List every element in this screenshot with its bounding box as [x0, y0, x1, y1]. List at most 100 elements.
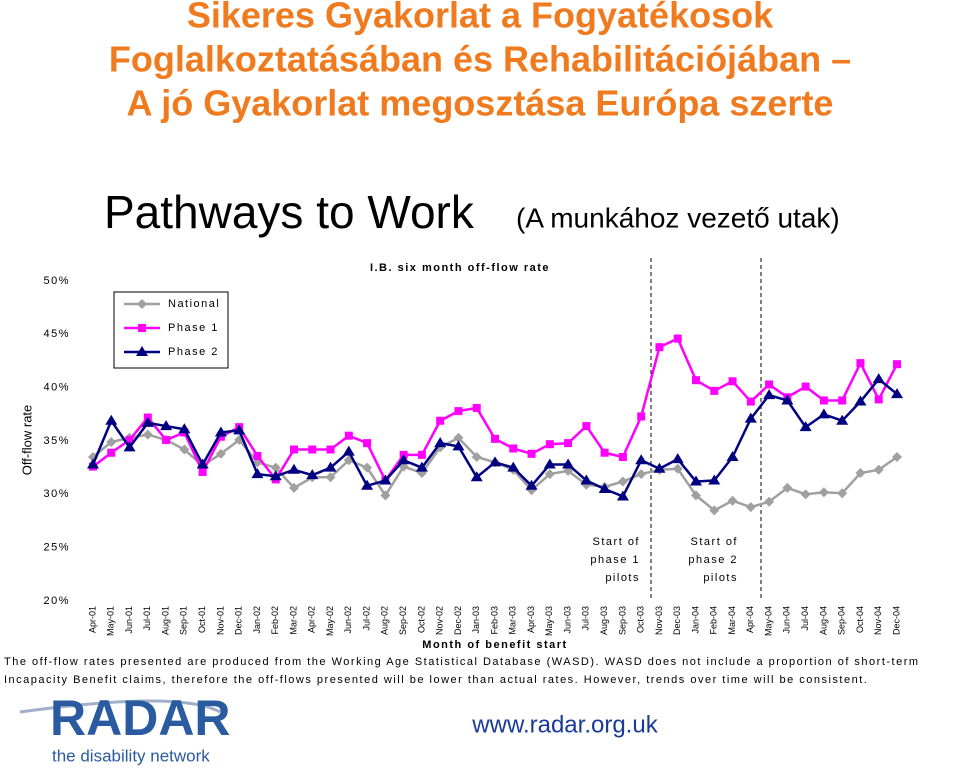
point	[873, 464, 884, 475]
point	[454, 407, 463, 416]
footnote: The off-flow rates presented are produce…	[4, 656, 920, 668]
point	[415, 461, 428, 472]
x-tick-label: Mar-02	[288, 606, 298, 635]
annotation: pilots	[703, 572, 738, 584]
point	[893, 360, 901, 369]
y-tick-label: 40%	[43, 382, 70, 394]
point	[690, 475, 702, 486]
point	[509, 444, 518, 453]
logo: RADAR	[50, 690, 231, 746]
x-tick-label: Sep-03	[617, 606, 627, 635]
point	[543, 458, 556, 469]
point	[436, 416, 445, 425]
legend-label: Phase 1	[168, 322, 219, 334]
x-tick-label: Jan-04	[690, 606, 700, 634]
x-tick-label: Jan-02	[252, 606, 262, 634]
x-tick-label: Jan-03	[471, 606, 481, 634]
point	[692, 376, 700, 385]
point	[673, 334, 682, 343]
x-tick-label: Dec-02	[453, 606, 463, 635]
legend-marker	[138, 324, 146, 332]
point	[728, 377, 737, 386]
point	[891, 388, 903, 399]
point	[362, 462, 373, 473]
point	[545, 440, 554, 449]
point	[397, 454, 410, 465]
point	[379, 474, 392, 485]
point	[838, 396, 847, 405]
slide-title: A jó Gyakorlat megosztása Európa szerte	[127, 83, 834, 124]
point	[635, 454, 648, 465]
chart-title: I.B. six month off-flow rate	[370, 262, 550, 274]
legend-label: National	[168, 298, 220, 310]
point	[617, 476, 628, 487]
point	[818, 487, 829, 498]
point	[507, 461, 520, 472]
point	[344, 431, 353, 440]
x-tick-label: Dec-03	[672, 606, 682, 635]
legend-label: Phase 2	[168, 346, 219, 358]
point	[874, 395, 883, 404]
point	[363, 439, 372, 448]
point	[764, 496, 775, 507]
point	[253, 451, 262, 460]
point	[216, 432, 225, 441]
point	[290, 445, 298, 454]
x-tick-label: May-04	[763, 606, 773, 636]
point	[160, 420, 173, 431]
point	[653, 462, 666, 473]
x-tick-label: Feb-04	[709, 606, 719, 635]
point	[269, 470, 282, 481]
point	[892, 452, 902, 462]
point	[380, 490, 391, 501]
point	[671, 453, 684, 464]
x-tick-label: Feb-02	[270, 606, 280, 635]
y-tick-label: 30%	[43, 488, 70, 500]
x-tick-label: Jul-01	[142, 606, 152, 631]
point	[801, 382, 810, 391]
point	[691, 490, 701, 501]
x-tick-label: Aug-02	[380, 606, 390, 635]
point	[527, 449, 536, 458]
point	[251, 468, 264, 479]
point	[856, 359, 865, 368]
point	[106, 437, 117, 448]
point	[710, 386, 719, 395]
point	[727, 495, 738, 506]
point	[434, 437, 447, 448]
annotation: Start of	[593, 536, 640, 548]
annotation: phase 1	[590, 554, 640, 566]
point	[179, 444, 190, 455]
point	[655, 343, 664, 352]
point	[562, 458, 575, 469]
point	[196, 458, 209, 469]
point	[198, 467, 207, 476]
slide-title: Sikeres Gyakorlat a Fogyatékosok	[187, 0, 774, 36]
point	[472, 403, 481, 412]
point	[215, 448, 226, 459]
point	[744, 412, 757, 423]
point	[672, 463, 683, 474]
point	[726, 451, 739, 461]
point	[781, 394, 794, 405]
y-tick-label: 20%	[43, 595, 70, 607]
point	[324, 461, 337, 472]
x-tick-label: Sep-02	[398, 606, 408, 635]
point	[105, 414, 118, 425]
x-tick-label: Apr-02	[307, 606, 317, 633]
point	[746, 397, 755, 406]
legend-marker	[136, 346, 148, 356]
x-tick-label: Aug-04	[818, 606, 828, 635]
subtitle-note: (A munkához vezető utak)	[516, 202, 840, 233]
legend-marker	[137, 299, 147, 309]
point	[598, 483, 611, 493]
point	[87, 458, 99, 469]
annotation: pilots	[605, 572, 640, 584]
point	[819, 396, 828, 405]
slide-title: Foglalkoztatásában és Rehabilitációjában…	[109, 39, 851, 80]
point	[564, 439, 573, 448]
x-tick-label: May-02	[325, 606, 335, 636]
x-tick-label: Feb-03	[489, 606, 499, 635]
x-tick-label: Aug-03	[599, 606, 609, 635]
x-tick-label: Oct-02	[416, 606, 426, 633]
